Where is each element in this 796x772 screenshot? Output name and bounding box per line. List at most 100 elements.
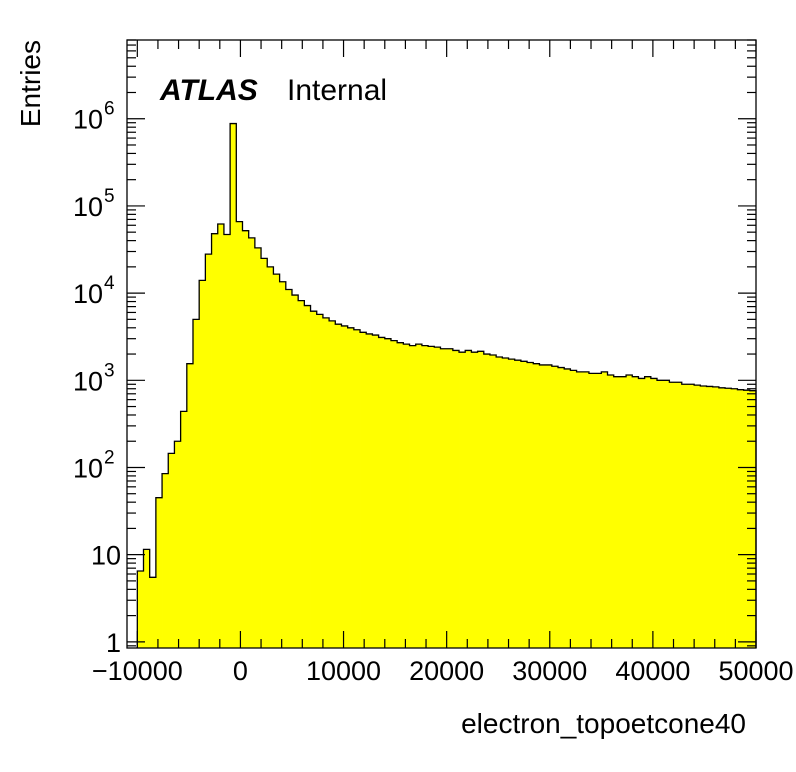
atlas-label: ATLAS: [159, 74, 258, 107]
histogram-bar: [372, 335, 379, 648]
histogram-bar: [527, 362, 534, 648]
histogram-bar: [143, 549, 151, 648]
histogram-bar: [174, 441, 182, 648]
histogram-bar: [558, 367, 565, 648]
y-tick-exponent: 5: [104, 186, 115, 207]
histogram-bar: [533, 363, 540, 648]
histogram-bar: [186, 363, 194, 648]
histogram-bar: [650, 378, 658, 648]
y-tick-label: 10: [73, 366, 103, 396]
histogram-bar: [242, 230, 250, 648]
histogram-bar: [347, 327, 355, 648]
histogram-bar: [731, 388, 738, 648]
histogram-bar: [638, 378, 646, 648]
histogram-bar: [155, 497, 163, 648]
histogram-bar: [508, 359, 516, 648]
y-tick-exponent: 2: [104, 447, 115, 468]
histogram-bar: [496, 356, 503, 648]
histogram-bar: [669, 382, 676, 648]
histogram-bar: [700, 386, 707, 648]
histogram-bar: [397, 342, 404, 648]
y-tick-label: 10: [73, 453, 103, 483]
histogram-bar: [681, 384, 689, 648]
histogram-bars: [137, 123, 757, 649]
histogram-bar: [428, 346, 435, 648]
histogram-bar: [192, 319, 200, 648]
histogram-bar: [459, 352, 466, 648]
histogram-bar: [663, 380, 670, 648]
histogram-bar: [360, 332, 367, 648]
histogram-bar: [520, 361, 528, 648]
x-tick-label: 10000: [306, 656, 381, 686]
histogram-bar: [570, 370, 577, 648]
histogram-bar: [539, 364, 547, 648]
histogram-bar: [199, 280, 206, 648]
histogram-bar: [576, 371, 584, 648]
histogram-bar: [353, 329, 361, 648]
histogram-bar: [440, 348, 448, 648]
histogram-bar: [273, 274, 281, 648]
histogram-bar: [434, 347, 441, 648]
histogram-bar: [384, 338, 392, 648]
y-tick-label: 10: [73, 279, 103, 309]
histogram-bar: [712, 386, 720, 648]
histogram-bar: [737, 389, 745, 648]
x-tick-label: −10000: [92, 656, 183, 686]
histogram-bar: [607, 374, 615, 648]
y-axis-title: Entries: [15, 40, 46, 127]
histogram-bar: [162, 473, 169, 648]
x-tick-label: 40000: [615, 656, 690, 686]
histogram-bar: [619, 376, 627, 648]
histogram-bar: [341, 325, 349, 648]
histogram-bar: [551, 366, 559, 648]
histogram-bar: [477, 351, 485, 648]
histogram-bar: [304, 305, 311, 648]
histogram-bar: [285, 289, 293, 648]
histogram-bar: [298, 300, 305, 648]
histogram-bar: [230, 123, 237, 649]
histogram-bar: [211, 233, 219, 648]
histogram-bar: [390, 340, 398, 648]
histogram-bar: [261, 258, 268, 648]
histogram-bar: [409, 345, 417, 648]
x-tick-label: 20000: [409, 656, 484, 686]
histogram-bar: [149, 577, 157, 648]
histogram-bar: [217, 224, 225, 649]
histogram-bar: [601, 371, 608, 648]
histogram-bar: [514, 360, 522, 648]
histogram-bar: [706, 386, 714, 648]
y-tick-label: 10: [73, 105, 103, 135]
histogram-bar: [725, 388, 732, 648]
histogram-bar: [180, 411, 188, 648]
histogram-bar: [366, 333, 373, 648]
y-tick-label: 1: [106, 628, 121, 658]
x-tick-label: 0: [233, 656, 248, 686]
histogram-bar: [687, 384, 695, 648]
histogram-bar: [248, 237, 256, 648]
axis-ticks: [127, 39, 757, 648]
histogram-bar: [205, 254, 212, 648]
histogram-bar: [465, 350, 472, 648]
x-tick-labels: −10000 0 10000 20000 30000 40000 50000: [92, 656, 794, 686]
histogram-bar: [223, 234, 231, 648]
histogram-bar: [749, 390, 757, 648]
histogram-bar: [329, 320, 336, 648]
histogram-bar: [291, 295, 299, 648]
y-tick-exponent: 6: [104, 99, 115, 120]
histogram-bar: [137, 570, 144, 648]
histogram-bar: [335, 324, 342, 648]
x-tick-label: 50000: [718, 656, 793, 686]
plot-frame: [126, 39, 757, 649]
histogram-bar: [403, 344, 410, 648]
x-axis-title: electron_topoetcone40: [461, 708, 746, 739]
histogram-outline: [136, 122, 757, 648]
histogram-bar: [595, 373, 602, 648]
histogram-bar: [588, 373, 596, 648]
histogram-bar: [502, 358, 509, 648]
histogram-bar: [471, 352, 478, 648]
histogram-bar: [564, 368, 571, 648]
histogram-bar: [168, 453, 175, 648]
y-tick-label: 10: [91, 541, 121, 571]
histogram-bar: [322, 317, 330, 648]
histogram-bar: [613, 376, 621, 648]
